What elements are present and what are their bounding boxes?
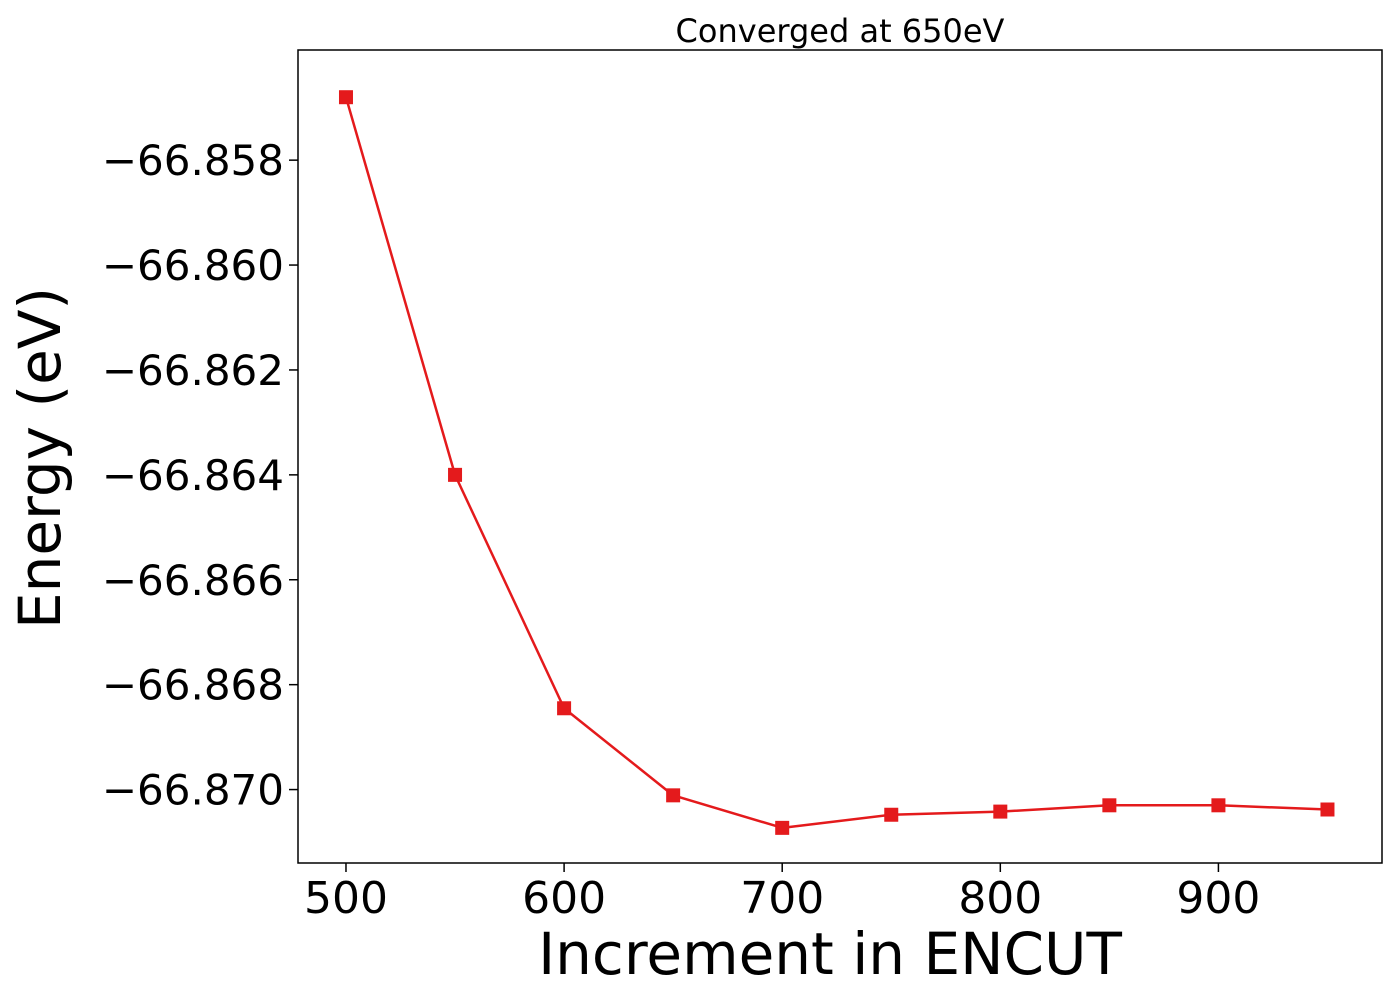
- y-tick-label: −66.866: [102, 556, 284, 605]
- y-tick-label: −66.860: [102, 241, 284, 290]
- data-point-marker: [338, 90, 353, 105]
- data-point-marker: [775, 820, 790, 835]
- data-point-marker: [1211, 798, 1226, 813]
- data-point-marker: [557, 701, 572, 716]
- data-point-marker: [1102, 798, 1117, 813]
- y-tick-label: −66.864: [102, 451, 284, 500]
- data-point-marker: [448, 467, 463, 482]
- x-tick-label: 600: [522, 873, 606, 924]
- plot-area: 500 600 700 800 900 −66.858 −66.860 −66.862 −66.…: [102, 49, 1383, 924]
- chart-title: Converged at 650eV: [676, 12, 1005, 50]
- y-tick-label: −66.868: [102, 661, 284, 710]
- x-tick-label: 800: [958, 873, 1042, 924]
- plot-frame: [297, 49, 1383, 864]
- y-tick-label: −66.858: [102, 136, 284, 185]
- data-point-marker: [884, 807, 899, 822]
- data-point-marker: [666, 788, 681, 803]
- x-axis-title: Increment in ENCUT: [538, 920, 1122, 988]
- x-tick-label: 900: [1176, 873, 1260, 924]
- data-point-marker: [993, 804, 1008, 819]
- x-tick-label: 500: [304, 873, 388, 924]
- y-axis-title: Energy (eV): [6, 287, 74, 629]
- x-tick-label: 700: [740, 873, 824, 924]
- data-point-marker: [1320, 802, 1335, 817]
- y-tick-label: −66.870: [102, 766, 284, 815]
- y-tick-label: −66.862: [102, 346, 284, 395]
- series-line: [344, 96, 1328, 830]
